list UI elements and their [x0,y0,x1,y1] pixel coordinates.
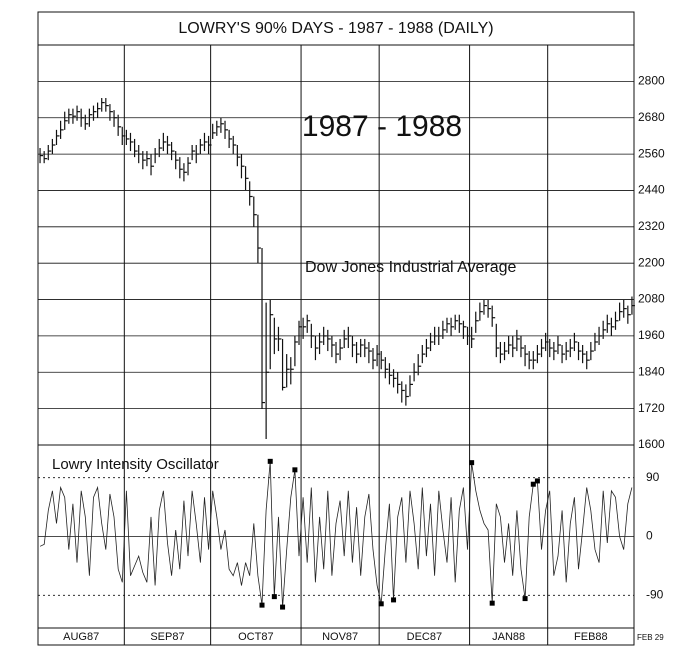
extreme-day-marker [522,596,528,602]
y-tick-label: 1960 [638,328,665,342]
y-tick-label: 2200 [638,255,665,269]
y-tick-label: 1720 [638,401,665,415]
y-tick-label: 0 [646,529,653,543]
extreme-day-marker [469,460,475,466]
y-tick-label: 1600 [638,437,665,451]
y-tick-label: -90 [646,587,664,601]
y-tick-label: 1840 [638,364,665,378]
annotation: 1987 - 1988 [302,110,462,143]
y-tick-label: 2440 [638,183,665,197]
x-tick-label: DEC87 [407,631,442,643]
y-tick-label: 2800 [638,74,665,88]
annotation: Dow Jones Industrial Average [305,259,516,276]
x-tick-label: JAN88 [492,631,525,643]
extreme-day-marker [280,604,286,610]
x-tick-label: FEB88 [574,631,608,643]
extreme-day-marker [489,600,495,606]
extreme-day-marker [530,481,536,487]
extreme-day-marker [259,602,265,608]
y-tick-label: 2560 [638,146,665,160]
frame [37,11,635,646]
y-tick-label: 2320 [638,219,665,233]
extreme-day-marker [534,478,540,484]
extreme-day-marker [292,467,298,473]
y-tick-label: 2680 [638,110,665,124]
y-tick-label: 2080 [638,292,665,306]
extreme-day-marker [378,601,384,607]
extreme-day-marker [271,594,277,600]
y-tick-label: 90 [646,470,660,484]
extreme-day-marker [391,597,397,603]
extreme-day-marker [267,458,273,464]
chart-title: LOWRY'S 90% DAYS - 1987 - 1988 (DAILY) [178,20,493,37]
x-tick-label: SEP87 [150,631,184,643]
x-tick-label: OCT87 [238,631,273,643]
end-label: FEB 29 [637,633,664,642]
x-tick-label: NOV87 [322,631,358,643]
x-tick-label: AUG87 [63,631,99,643]
panel-title: Lowry Intensity Oscillator [52,456,219,473]
